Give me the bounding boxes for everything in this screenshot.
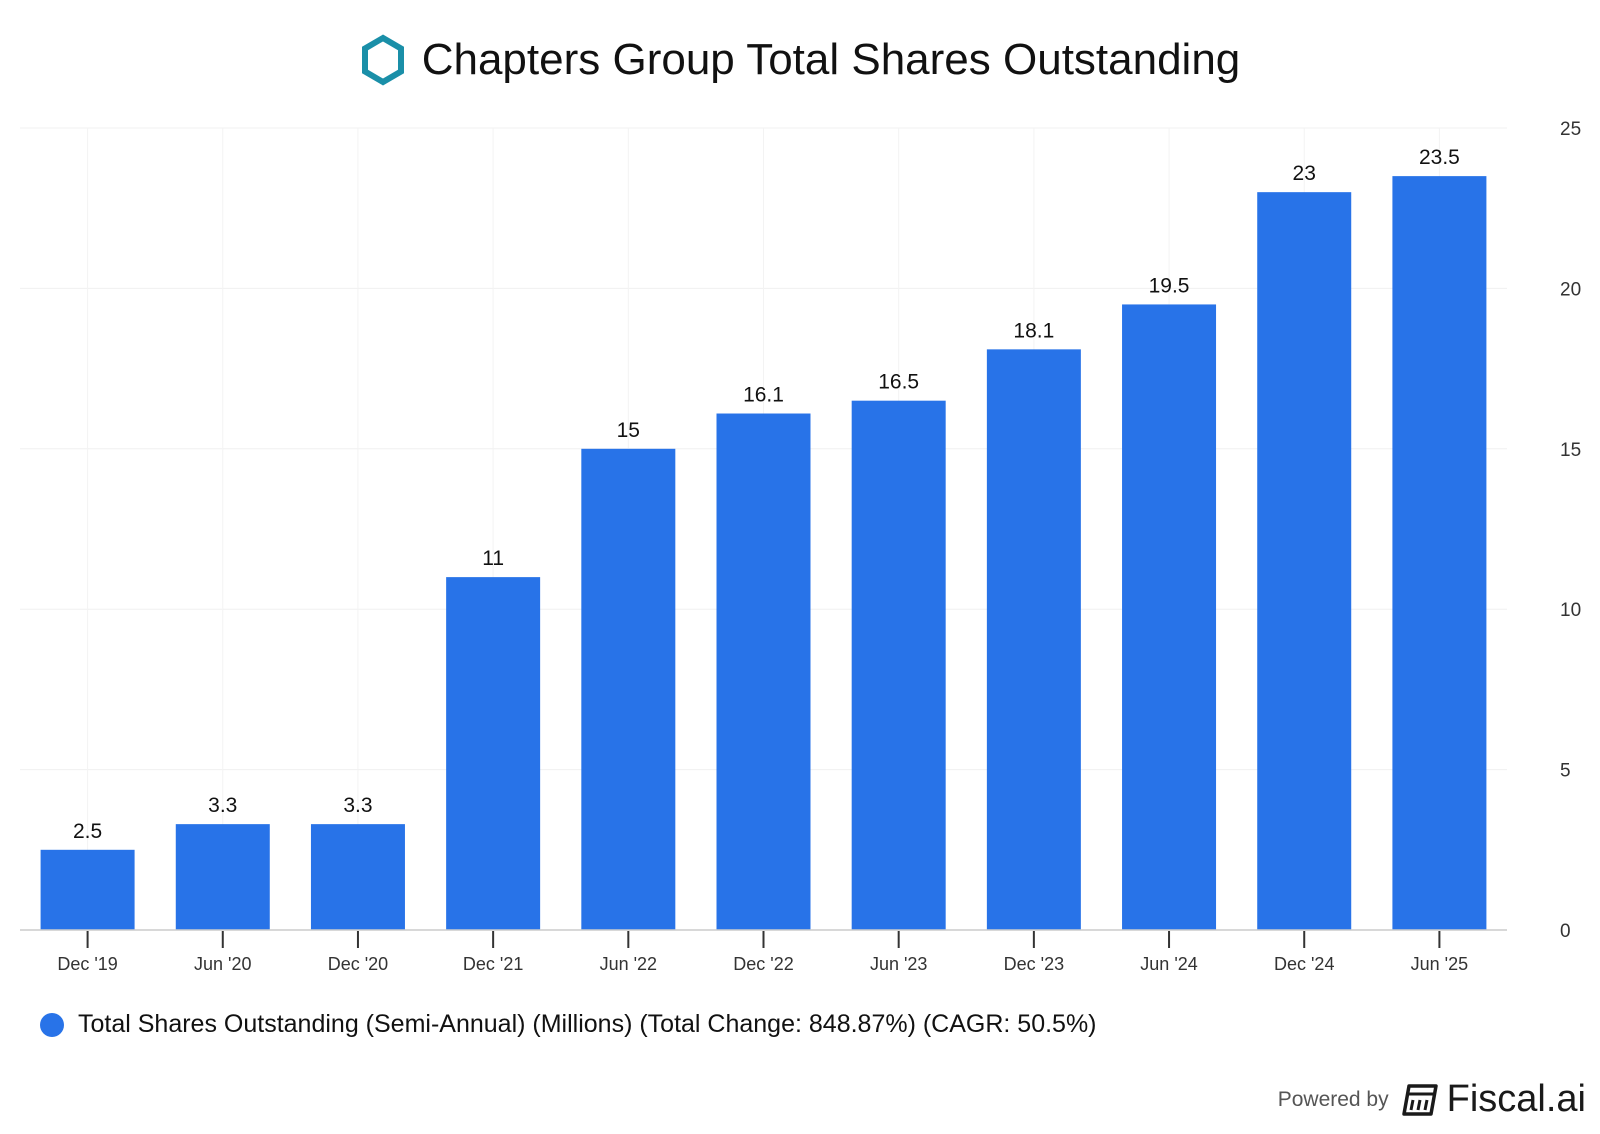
powered-by-text: Powered by — [1277, 1087, 1389, 1111]
bar-value-label: 23 — [1293, 162, 1316, 185]
bar-value-label: 19.5 — [1149, 274, 1190, 297]
bar-value-label: 3.3 — [343, 794, 372, 817]
bar-value-label: 15 — [617, 419, 640, 442]
x-tick-label: Dec '19 — [57, 954, 117, 974]
bar — [175, 824, 270, 930]
fiscal-logo-icon — [1401, 1083, 1438, 1116]
bar-chart: 2.5 3.3 3.3 11 15 16.1 16.5 18.1 19.5 23 23.5 0 5 10… — [20, 119, 1581, 974]
legend-marker — [40, 1012, 64, 1037]
y-tick-label: 25 — [1560, 119, 1581, 140]
bar — [851, 400, 946, 930]
footer-attribution[interactable]: Powered by Fiscal.ai — [1278, 1078, 1586, 1121]
bar — [986, 349, 1081, 930]
bar-value-label: 3.3 — [208, 794, 237, 817]
bar-value-label: 2.5 — [73, 820, 102, 843]
x-tick-label: Dec '21 — [463, 954, 523, 974]
legend-label: Total Shares Outstanding (Semi-Annual) (… — [78, 1010, 1097, 1038]
bar — [1257, 192, 1352, 930]
bar — [581, 448, 676, 930]
data-labels: 2.5 3.3 3.3 11 15 16.1 16.5 18.1 19.5 23 23.5 — [73, 146, 1460, 843]
bar-value-label: 11 — [482, 547, 504, 570]
chart-header: Chapters Group Total Shares Outstanding — [0, 28, 1600, 92]
x-tick-label: Jun '20 — [194, 954, 251, 974]
bar — [310, 824, 405, 930]
hexagon-logo-shape — [361, 34, 404, 86]
x-tick-label: Dec '23 — [1004, 954, 1064, 974]
hexagon-logo-icon — [361, 34, 404, 86]
x-tick-label: Jun '23 — [870, 954, 927, 974]
bar — [446, 577, 541, 930]
y-tick-label: 10 — [1560, 600, 1581, 621]
bars — [40, 176, 1487, 931]
y-tick-label: 15 — [1560, 440, 1581, 461]
brand-name: Fiscal.ai — [1446, 1078, 1586, 1120]
y-tick-label: 5 — [1560, 761, 1571, 782]
y-tick-label: 20 — [1560, 279, 1581, 300]
x-tick-label: Jun '24 — [1140, 954, 1197, 974]
chart-title: Chapters Group Total Shares Outstanding — [421, 35, 1241, 84]
bar — [40, 849, 135, 930]
bar-value-label: 18.1 — [1013, 319, 1054, 342]
bar-value-label: 23.5 — [1419, 146, 1460, 169]
bar — [1392, 176, 1487, 930]
bar — [1122, 304, 1217, 930]
x-tick-label: Dec '24 — [1274, 954, 1334, 974]
x-tick-label: Jun '25 — [1411, 954, 1468, 974]
y-tick-label: 0 — [1560, 921, 1571, 942]
bar-value-label: 16.5 — [878, 371, 919, 394]
bar — [716, 413, 811, 931]
x-tick-label: Dec '20 — [328, 954, 388, 974]
axes: 0 5 10 15 20 25 Dec '19 Jun '20 Dec '20 Dec '21 Ju… — [20, 119, 1581, 974]
legend[interactable]: Total Shares Outstanding (Semi-Annual) (… — [40, 1010, 1097, 1039]
bar-value-label: 16.1 — [743, 384, 784, 407]
x-tick-label: Dec '22 — [733, 954, 793, 974]
x-tick-label: Jun '22 — [600, 954, 657, 974]
